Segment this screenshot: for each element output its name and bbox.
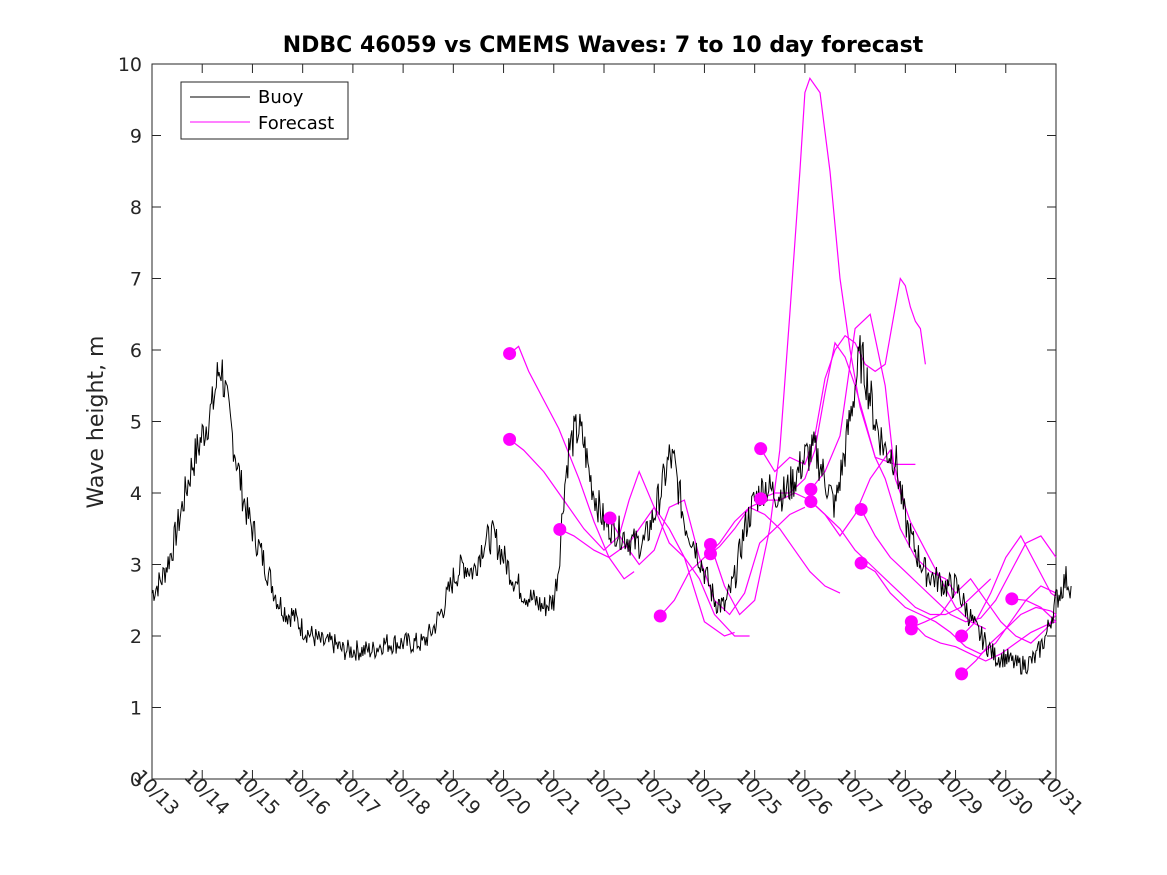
forecast-start-marker [804, 482, 818, 496]
forecast-start-marker [754, 442, 768, 456]
forecast-line [1011, 598, 1057, 623]
forecast-start-marker [955, 667, 969, 681]
y-tick-label: 8 [130, 197, 142, 219]
buoy-line [151, 335, 1072, 675]
legend-box [180, 81, 349, 140]
chart-title: NDBC 46059 vs CMEMS Waves: 7 to 10 day f… [283, 33, 924, 58]
forecast-start-marker [854, 502, 868, 516]
forecast-line [911, 577, 1057, 644]
forecast-line [961, 606, 1057, 675]
y-tick-label: 2 [130, 626, 142, 648]
forecast-start-marker [503, 347, 517, 361]
y-tick-label: 3 [130, 555, 142, 577]
forecast-start-marker [754, 492, 768, 506]
forecast-start-marker [703, 547, 717, 561]
forecast-line [961, 534, 1057, 637]
y-tick-label: 7 [130, 269, 142, 291]
forecast-start-marker [904, 622, 918, 636]
forecast-start-marker [1005, 592, 1019, 606]
forecast-line [558, 506, 750, 637]
y-tick-label: 10 [118, 54, 142, 76]
y-tick-label: 1 [130, 698, 142, 720]
forecast-line [710, 448, 906, 555]
legend: Buoy Forecast [180, 81, 349, 140]
forecast-start-marker [854, 556, 868, 570]
y-tick-label: 5 [130, 412, 142, 434]
forecast-start-marker [703, 537, 717, 551]
forecast-line [608, 499, 806, 616]
forecast-start-marker [653, 609, 667, 623]
forecast-line [709, 77, 916, 616]
forecast-start-marker [955, 629, 969, 643]
legend-buoy-label: Buoy [258, 87, 304, 108]
y-tick-label: 4 [130, 483, 142, 505]
y-tick-label: 0 [130, 769, 142, 791]
forecast-line [860, 509, 1057, 623]
forecast-line [509, 438, 735, 637]
forecast-start-marker [503, 432, 517, 446]
forecast-start-marker [553, 522, 567, 536]
forecast-start-marker [804, 495, 818, 509]
forecast-line [910, 621, 1057, 662]
y-tick-label: 9 [130, 126, 142, 148]
forecast-line [810, 501, 992, 616]
y-tick-label: 6 [130, 340, 142, 362]
forecast-start-marker [603, 511, 617, 525]
legend-forecast-label: Forecast [258, 113, 334, 134]
y-axis-label: Wave height, m [84, 336, 109, 509]
forecast-line [810, 313, 986, 630]
